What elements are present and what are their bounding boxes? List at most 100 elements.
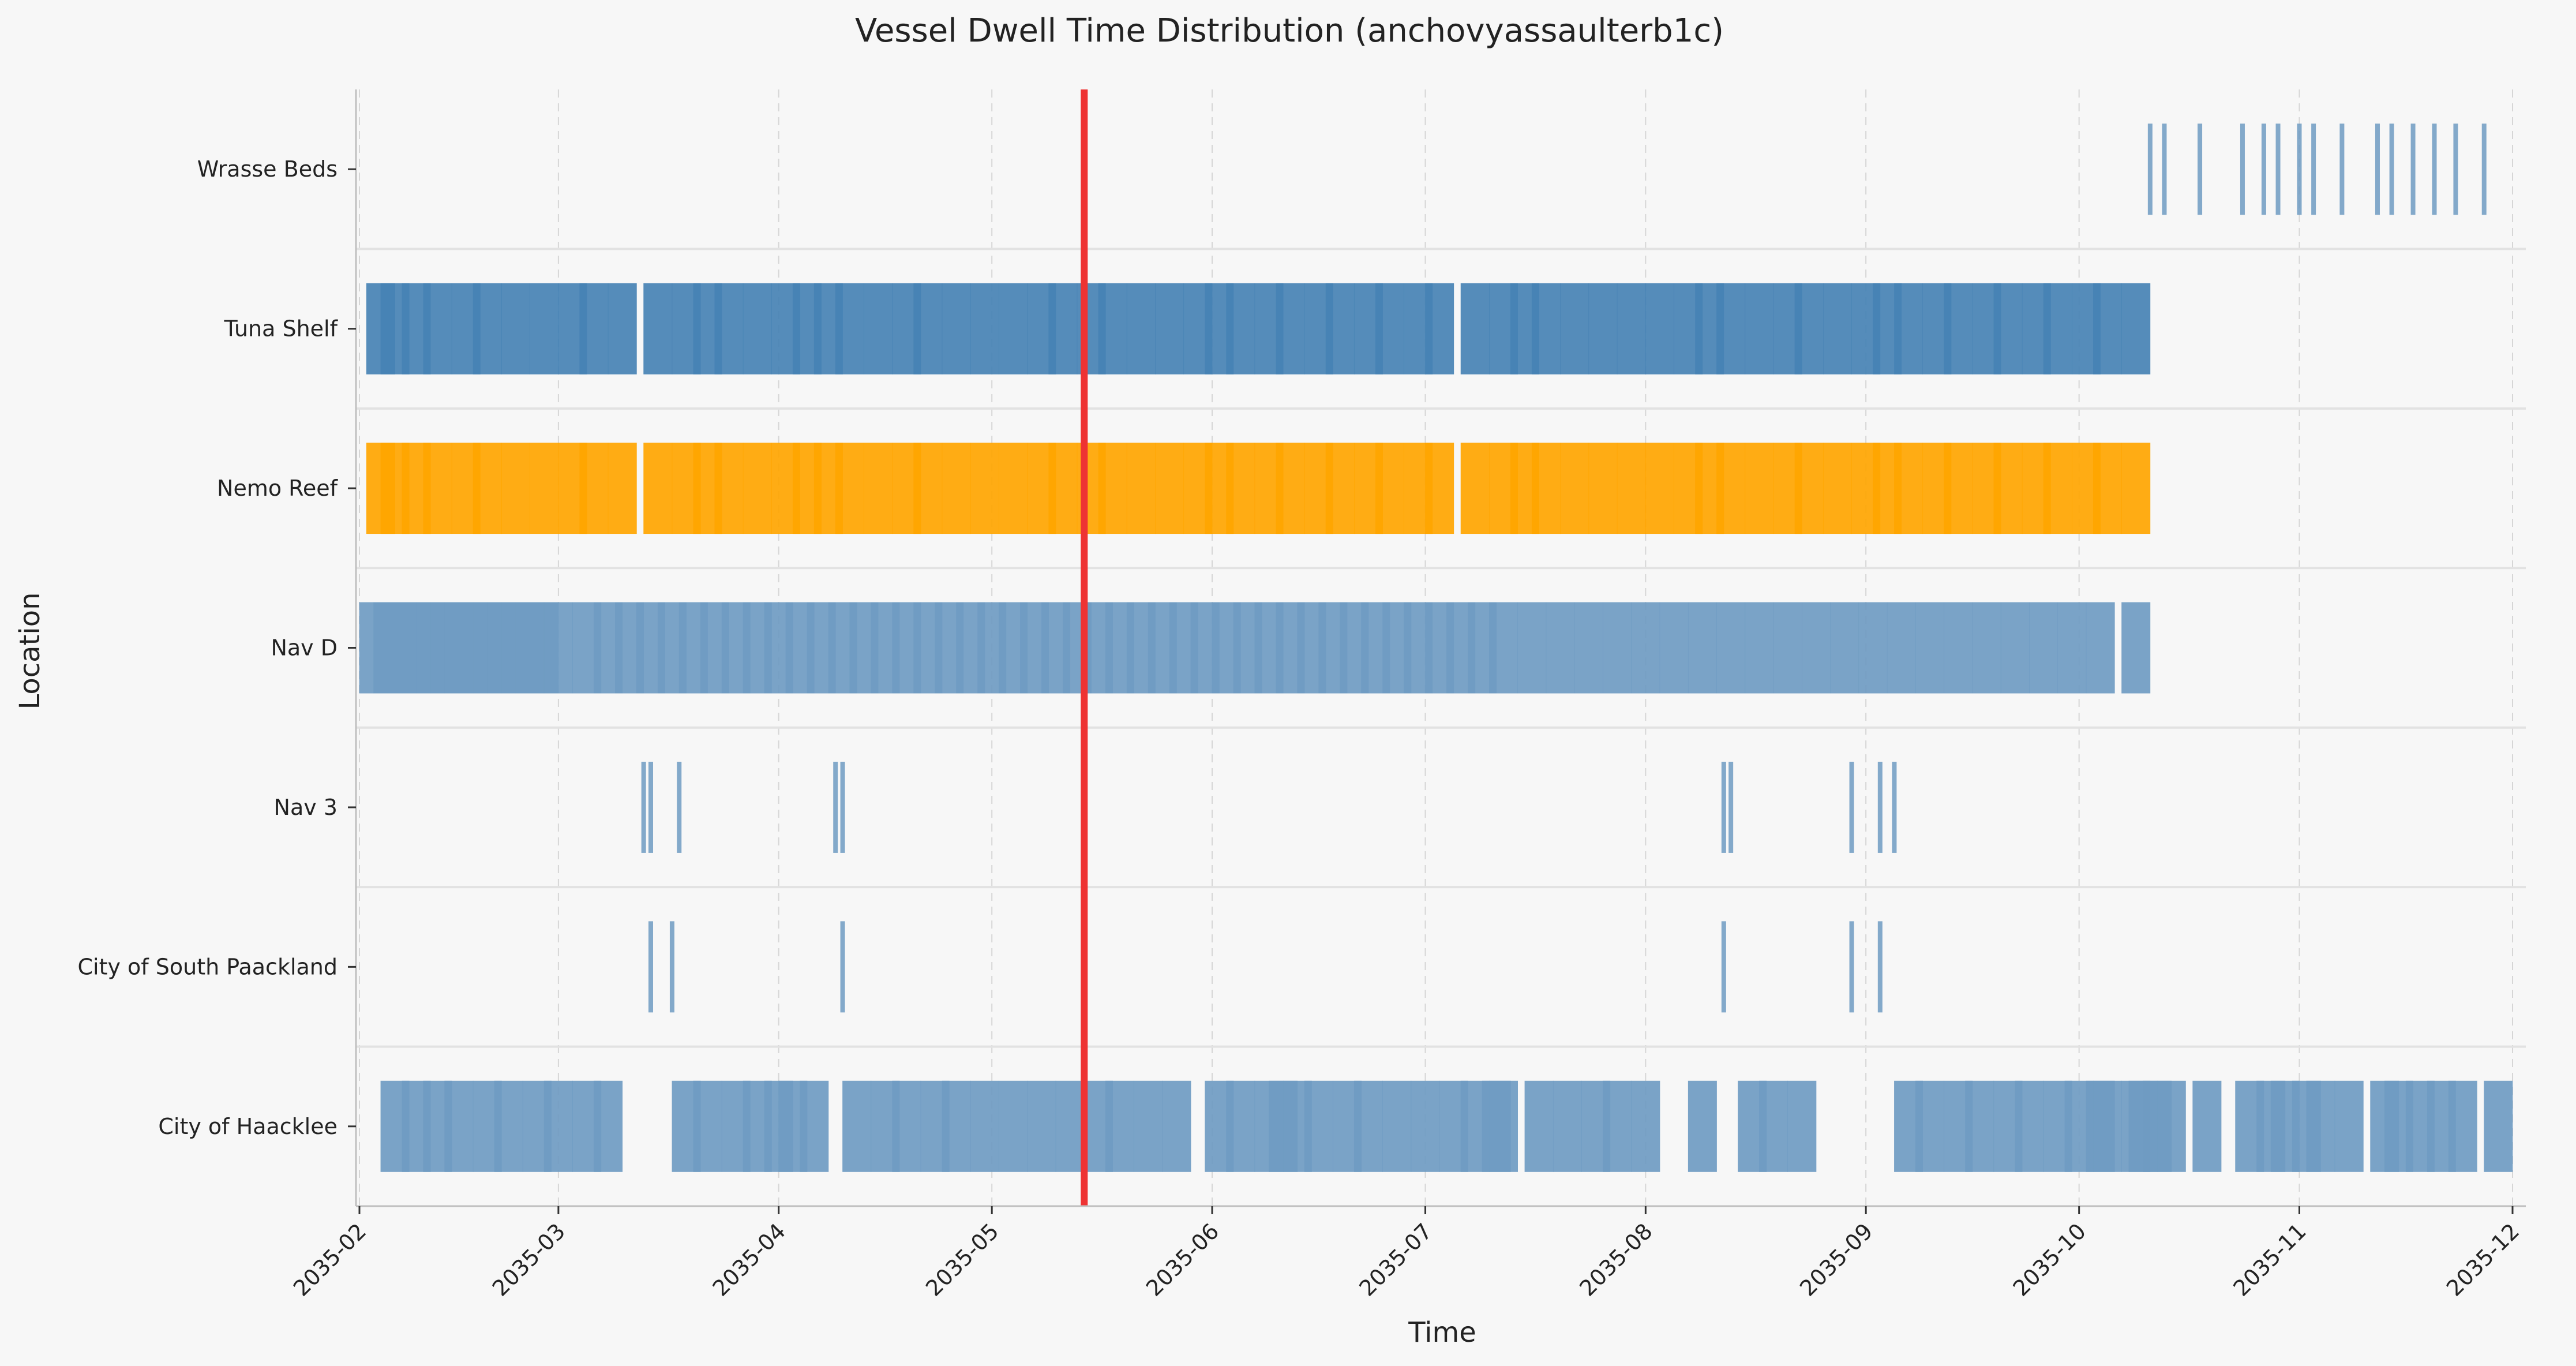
dwell-bar: [1745, 443, 1774, 534]
dwell-bar: [2121, 283, 2151, 375]
dwell-bar: [643, 443, 673, 534]
dwell-bar: [1325, 283, 1355, 375]
dwell-bar: [1325, 443, 1355, 534]
dwell-bar: [1304, 1080, 1333, 1172]
chart-title: Vessel Dwell Time Distribution (anchovya…: [855, 12, 1724, 50]
dwell-bar: [2093, 283, 2122, 375]
dwell-bar: [1425, 443, 1454, 534]
dwell-bar: [1892, 761, 1897, 853]
dwell-bar: [1617, 443, 1646, 534]
dwell-bar: [999, 283, 1028, 375]
dwell-bar: [1055, 1080, 1085, 1172]
dwell-bar: [864, 443, 893, 534]
dwell-bar: [530, 443, 559, 534]
dwell-bar: [1849, 921, 1854, 1013]
dwell-bar: [1972, 602, 2001, 694]
dwell-bar: [942, 283, 971, 375]
dwell-bar: [1603, 1080, 1632, 1172]
y-tick-label: City of South Paackland: [77, 954, 338, 979]
dwell-bar: [2093, 443, 2122, 534]
dwell-bar: [2240, 123, 2245, 215]
dwell-bar: [2000, 602, 2030, 694]
y-tick-label: City of Haacklee: [158, 1114, 338, 1139]
dwell-bar: [677, 761, 682, 853]
dwell-bar: [1631, 1080, 1660, 1172]
dwell-bar: [530, 283, 559, 375]
dwell-bar: [2448, 1080, 2477, 1172]
dwell-bar: [1745, 283, 1774, 375]
dwell-bar: [1877, 921, 1883, 1013]
dwell-bar: [833, 761, 838, 853]
dwell-bar: [1560, 283, 1589, 375]
dwell-bar: [2057, 602, 2087, 694]
dwell-bar: [423, 443, 452, 534]
dwell-bar: [840, 921, 845, 1013]
dwell-bar: [864, 283, 893, 375]
dwell-bar: [543, 1080, 573, 1172]
dwell-bar: [1460, 443, 1490, 534]
dwell-bar: [1830, 602, 1859, 694]
dwell-bar: [1155, 443, 1184, 534]
dwell-bar: [913, 443, 943, 534]
dwell-bar: [473, 283, 502, 375]
dwell-bar: [1716, 443, 1746, 534]
dwell-bar: [1877, 761, 1883, 853]
dwell-bar: [1425, 283, 1454, 375]
dwell-bar: [1574, 602, 1603, 694]
dwell-bar: [1353, 1080, 1383, 1172]
dwell-bar: [1944, 443, 1973, 534]
dwell-bar: [1794, 443, 1824, 534]
dwell-bar: [1027, 1080, 1056, 1172]
dwell-bar: [2306, 1080, 2335, 1172]
dwell-bar: [1048, 283, 1078, 375]
dwell-bar: [1226, 283, 1255, 375]
dwell-bar: [1531, 443, 1561, 534]
dwell-bar: [2261, 123, 2266, 215]
dwell-bar: [2481, 123, 2487, 215]
dwell-bar: [1560, 443, 1589, 534]
dwell-bar: [2198, 123, 2203, 215]
dwell-bar: [2453, 123, 2458, 215]
dwell-bar: [2015, 1080, 2044, 1172]
dwell-bar: [1588, 283, 1618, 375]
dwell-bar: [970, 443, 999, 534]
dwell-bar: [1517, 602, 1547, 694]
dwell-bar: [1787, 1080, 1817, 1172]
dwell-bar: [1965, 1080, 1994, 1172]
y-axis-label: Location: [14, 592, 46, 709]
dwell-bar: [2147, 123, 2153, 215]
dwell-bar: [1603, 602, 1632, 694]
dwell-bar: [2275, 123, 2281, 215]
dwell-bar: [648, 921, 653, 1013]
dwell-bar: [835, 443, 864, 534]
dwell-bar: [1098, 283, 1127, 375]
dwell-bar: [579, 443, 609, 534]
dwell-bar: [714, 443, 744, 534]
dwell-bar: [1375, 283, 1404, 375]
dwell-bar: [1801, 602, 1831, 694]
dwell-bar: [2093, 1080, 2122, 1172]
dwell-bar: [641, 761, 646, 853]
dwell-bar: [2043, 443, 2072, 534]
bars-layer: [359, 123, 2513, 1172]
dwell-bar: [1858, 602, 1888, 694]
dwell-bar: [970, 1080, 999, 1172]
dwell-bar: [648, 761, 653, 853]
dwell-bar: [800, 1080, 829, 1172]
dwell-bar: [1631, 602, 1660, 694]
dwell-bar: [1728, 761, 1734, 853]
dwell-bar: [1993, 283, 2023, 375]
dwell-bar: [1645, 283, 1674, 375]
dwell-bar: [608, 283, 637, 375]
x-axis-label: Time: [1408, 1316, 1476, 1349]
dwell-bar: [2432, 123, 2437, 215]
dwell-bar: [1588, 443, 1618, 534]
dwell-bar: [1745, 602, 1774, 694]
dwell-bar: [1721, 921, 1726, 1013]
y-tick-label: Nav D: [271, 635, 338, 661]
dwell-bar: [1645, 443, 1674, 534]
dwell-bar: [1048, 443, 1078, 534]
dwell-bar: [2162, 123, 2167, 215]
